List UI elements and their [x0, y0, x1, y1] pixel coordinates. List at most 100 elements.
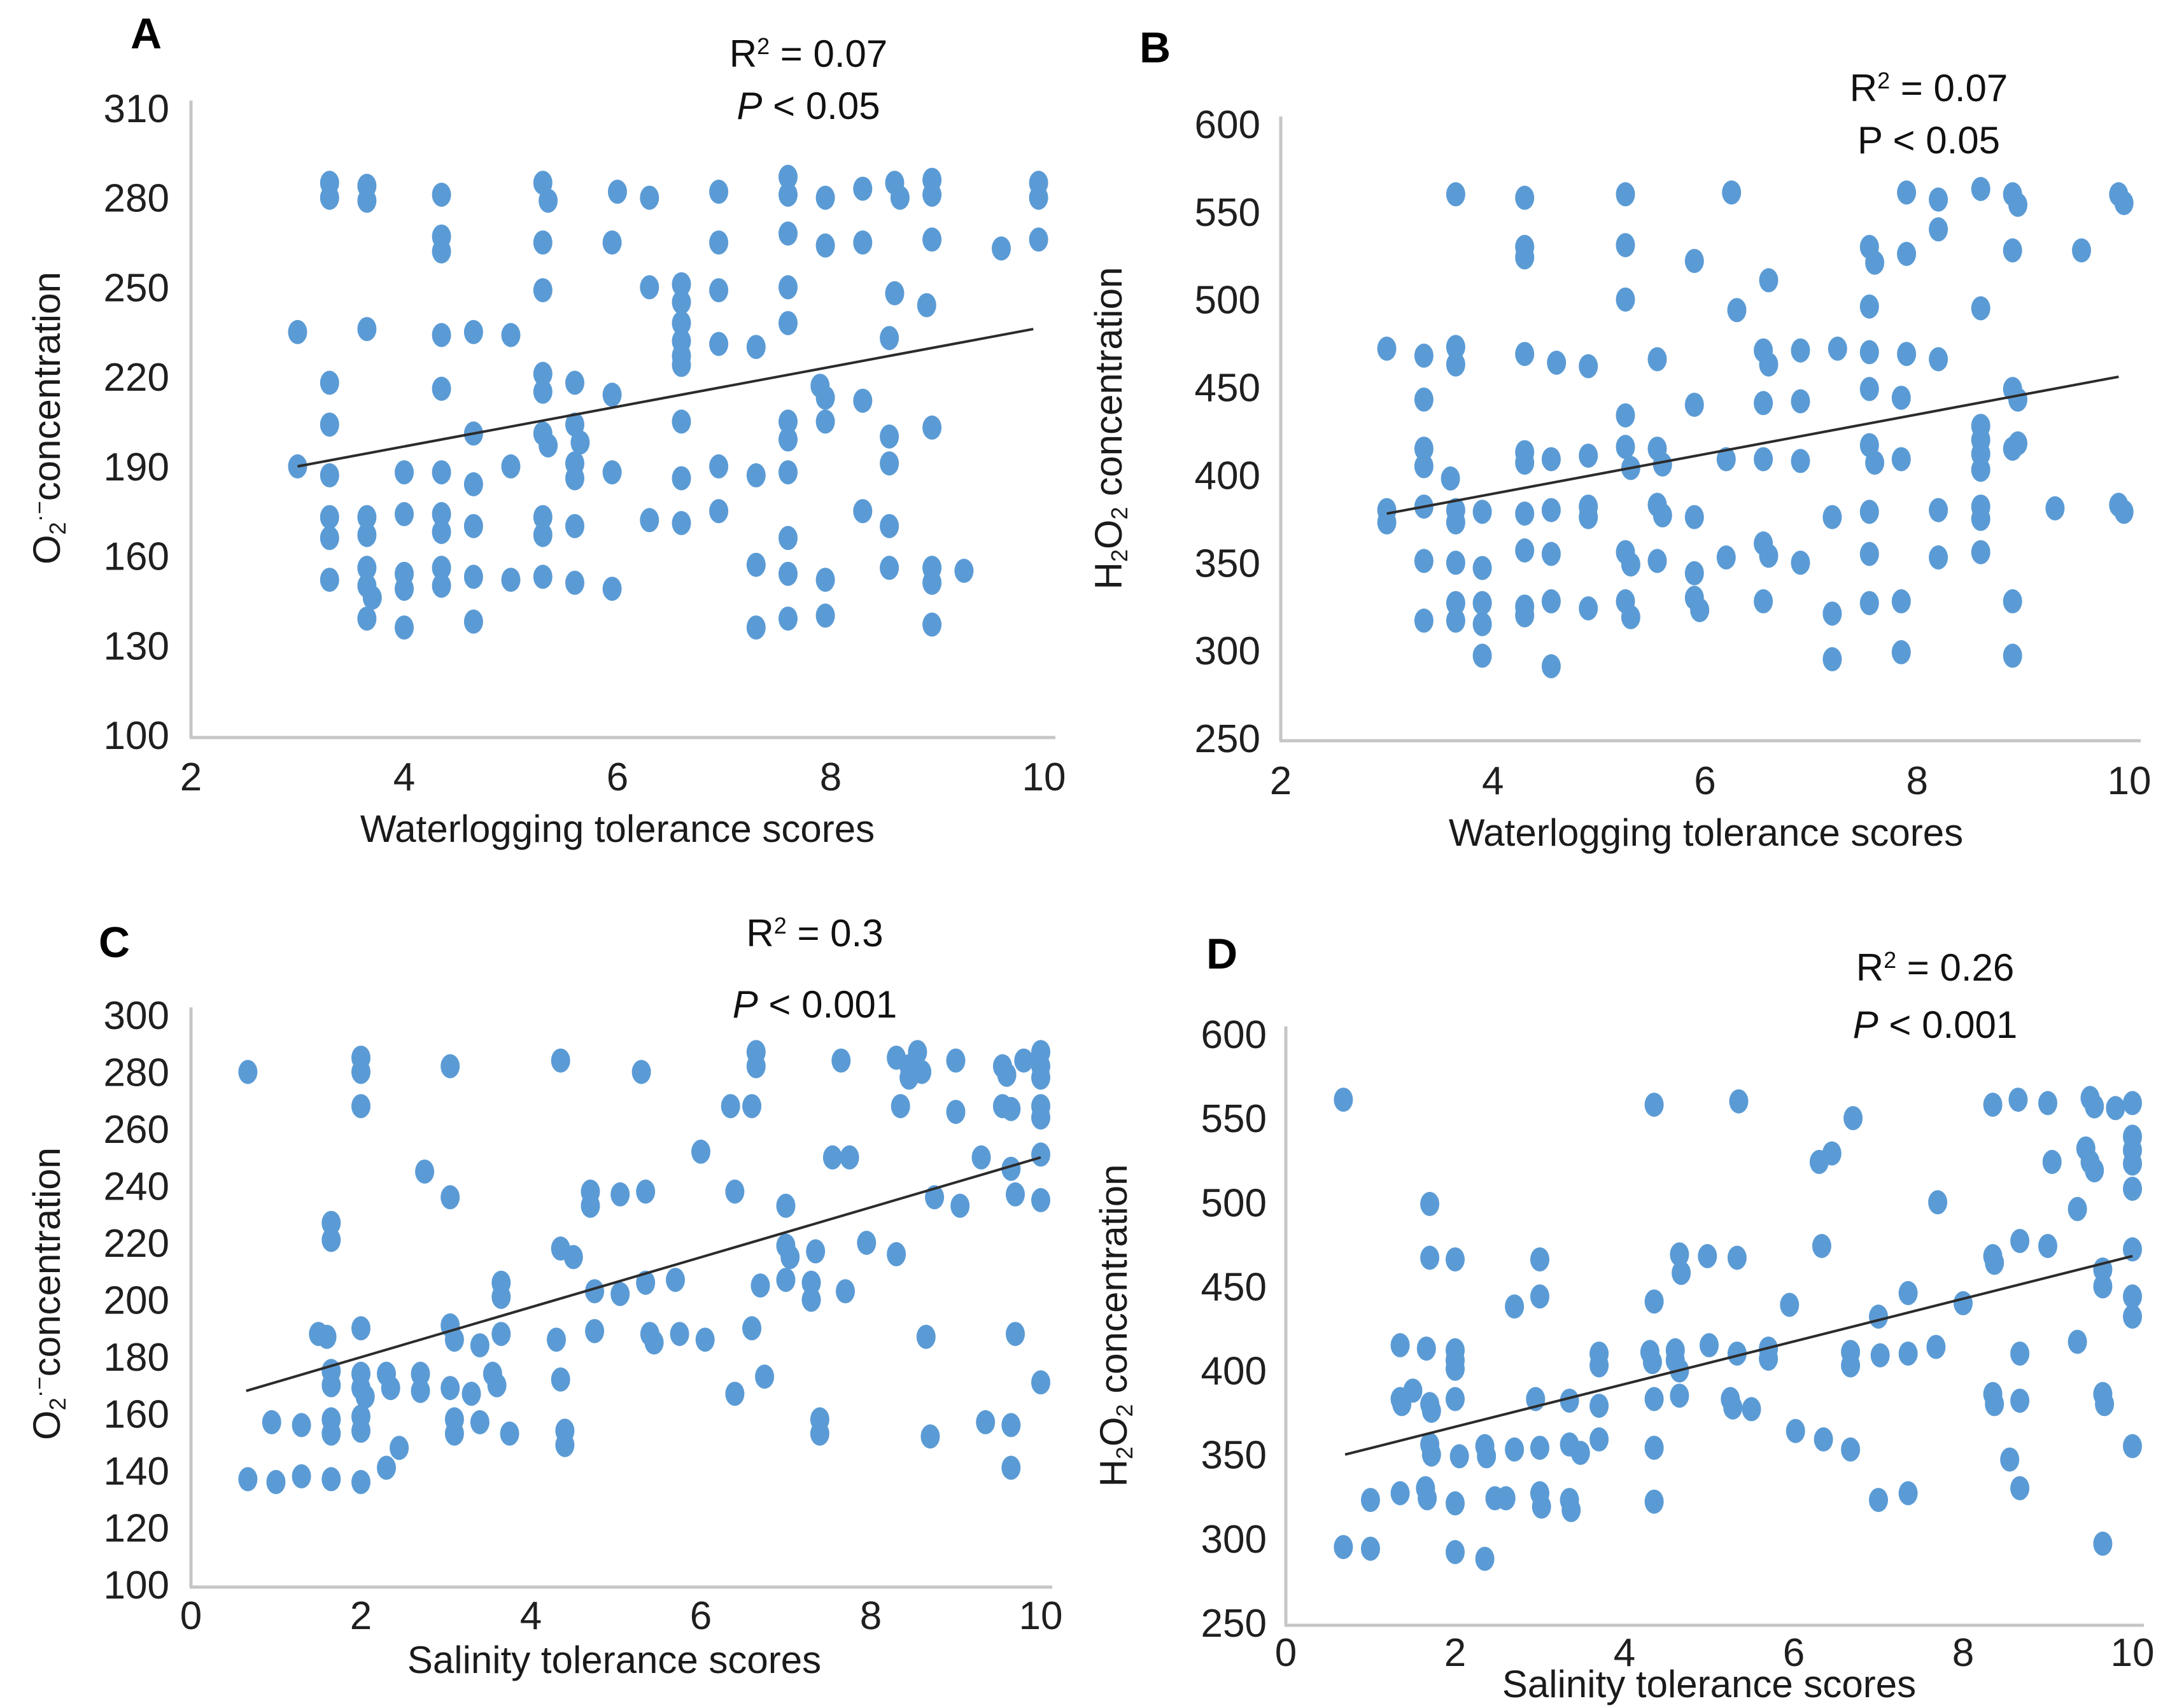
data-point: [1029, 227, 1048, 252]
data-point: [1754, 447, 1773, 472]
data-point: [880, 326, 899, 351]
data-point: [602, 230, 622, 255]
x-tick-label: 10: [1022, 755, 1066, 799]
data-point: [2123, 1434, 2142, 1459]
data-point: [922, 415, 942, 440]
data-point: [2085, 1094, 2104, 1119]
data-point: [2008, 192, 2027, 217]
data-point: [1390, 1333, 1410, 1357]
data-point: [1446, 510, 1465, 535]
data-point: [1897, 180, 1917, 205]
data-point: [1446, 550, 1465, 575]
data-point: [1971, 458, 1990, 482]
r-squared-value: R2 = 0.3: [746, 911, 884, 955]
y-tick-label: 260: [104, 1108, 169, 1152]
x-tick-label: 8: [1952, 1631, 1974, 1675]
data-point: [899, 1065, 919, 1090]
data-point: [608, 179, 627, 204]
x-tick-label: 0: [1275, 1631, 1297, 1675]
data-point: [470, 1410, 490, 1434]
x-tick-label: 4: [393, 755, 415, 799]
data-point: [321, 1228, 341, 1252]
data-point: [317, 1324, 337, 1349]
y-tick-label: 300: [1195, 629, 1260, 673]
y-tick-label: 160: [104, 1393, 169, 1437]
data-point: [547, 1327, 566, 1352]
data-point: [551, 1367, 570, 1392]
data-point: [2072, 238, 2091, 263]
data-point: [320, 463, 339, 487]
data-point: [1031, 1142, 1050, 1167]
data-point: [610, 1282, 630, 1306]
data-point: [1414, 343, 1434, 368]
data-point: [779, 311, 798, 335]
data-point: [672, 409, 691, 434]
data-point: [432, 183, 451, 207]
data-point: [1616, 287, 1635, 312]
data-point: [1791, 338, 1810, 363]
data-point: [432, 501, 451, 526]
data-point: [1722, 180, 1742, 205]
data-point: [1843, 1106, 1863, 1131]
data-point: [1334, 1535, 1353, 1560]
data-point: [1560, 1389, 1579, 1413]
data-point: [780, 1245, 800, 1270]
data-point: [1621, 552, 1640, 577]
y-tick-label: 300: [104, 994, 169, 1038]
data-point: [238, 1467, 258, 1492]
data-point: [533, 278, 553, 303]
data-point: [666, 1268, 685, 1292]
data-point: [815, 603, 835, 628]
data-point: [1898, 1481, 1918, 1506]
data-point: [602, 382, 622, 407]
data-point: [395, 501, 414, 526]
data-point: [1414, 608, 1434, 633]
y-tick-label: 180: [104, 1336, 169, 1380]
data-point: [491, 1285, 511, 1309]
data-point: [2003, 437, 2022, 461]
data-point: [887, 1242, 906, 1266]
data-point: [954, 559, 974, 583]
data-point: [395, 615, 414, 640]
data-point: [1031, 1065, 1050, 1090]
data-point: [1891, 447, 1911, 472]
x-tick-label: 6: [1783, 1631, 1805, 1675]
data-point: [440, 1185, 460, 1210]
data-point: [1684, 505, 1704, 529]
data-point: [1869, 1305, 1888, 1329]
data-point: [351, 1094, 370, 1119]
data-point: [1579, 505, 1598, 529]
data-point: [487, 1373, 507, 1397]
data-point: [920, 1424, 940, 1449]
r-squared-value: R2 = 0.07: [1849, 66, 2008, 109]
data-point: [1014, 1048, 1034, 1073]
data-point: [721, 1094, 740, 1119]
data-point: [1416, 1336, 1436, 1361]
data-point: [776, 1268, 796, 1292]
y-tick-label: 250: [1201, 1602, 1267, 1646]
data-point: [1421, 1442, 1441, 1467]
data-point: [1929, 347, 1948, 372]
data-point: [1859, 340, 1879, 365]
y-tick-label: 200: [104, 1279, 169, 1323]
data-point: [1684, 393, 1704, 417]
data-point: [357, 606, 377, 631]
data-point: [1841, 1353, 1861, 1378]
data-point: [463, 609, 483, 634]
data-point: [1472, 612, 1492, 636]
data-point: [1541, 589, 1561, 613]
y-tick-label: 120: [104, 1507, 169, 1551]
r-squared-value: R2 = 0.07: [729, 32, 888, 75]
data-point: [1729, 1089, 1749, 1114]
data-point: [2038, 1234, 2057, 1258]
x-tick-label: 2: [350, 1594, 372, 1638]
data-point: [1530, 1436, 1549, 1460]
data-point: [946, 1100, 966, 1124]
data-point: [2106, 1096, 2125, 1121]
data-point: [1414, 437, 1434, 461]
data-point: [1926, 1334, 1946, 1359]
data-point: [2008, 1088, 2028, 1112]
data-point: [1006, 1322, 1025, 1347]
data-point: [750, 1273, 770, 1298]
